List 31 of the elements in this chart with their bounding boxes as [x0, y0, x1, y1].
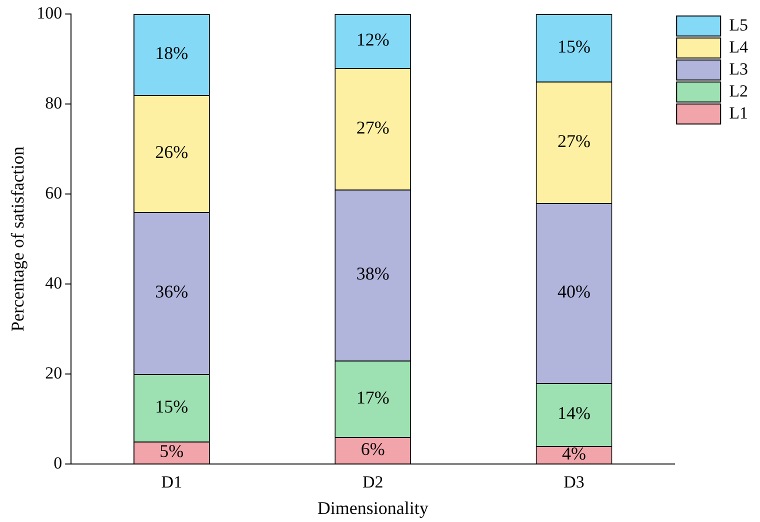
legend-label: L3 — [729, 59, 748, 78]
y-tick-label: 60 — [45, 183, 62, 202]
data-label: 15% — [558, 36, 591, 56]
x-tick-label: D3 — [564, 472, 584, 492]
data-label: 6% — [360, 438, 385, 459]
y-axis-title: Percentage of satisfaction — [8, 146, 28, 332]
data-label: 36% — [155, 282, 188, 302]
legend-label: L2 — [729, 81, 748, 100]
legend-label: L1 — [729, 103, 748, 122]
data-label: 4% — [562, 443, 586, 464]
data-label: 26% — [155, 142, 188, 162]
data-label: 27% — [558, 130, 591, 151]
y-tick-label: 80 — [45, 93, 62, 112]
data-label: 5% — [160, 441, 184, 462]
data-label: 12% — [356, 30, 390, 50]
data-label: 18% — [155, 43, 188, 64]
legend-label: L5 — [729, 15, 748, 34]
data-label: 27% — [356, 117, 390, 138]
y-tick-label: 40 — [45, 273, 62, 292]
x-tick-label: D2 — [362, 472, 384, 492]
y-tick-label: 0 — [54, 453, 62, 472]
legend-label: L4 — [729, 37, 748, 56]
y-tick-label: 100 — [36, 3, 62, 22]
data-label: 17% — [356, 387, 390, 408]
data-label: 15% — [155, 396, 188, 416]
data-label: 14% — [558, 403, 591, 424]
x-tick-label: D1 — [161, 472, 182, 492]
data-label: 38% — [356, 264, 390, 284]
x-axis-title: Dimensionality — [317, 498, 428, 518]
y-tick-label: 20 — [45, 363, 62, 382]
data-label: 40% — [558, 282, 591, 302]
